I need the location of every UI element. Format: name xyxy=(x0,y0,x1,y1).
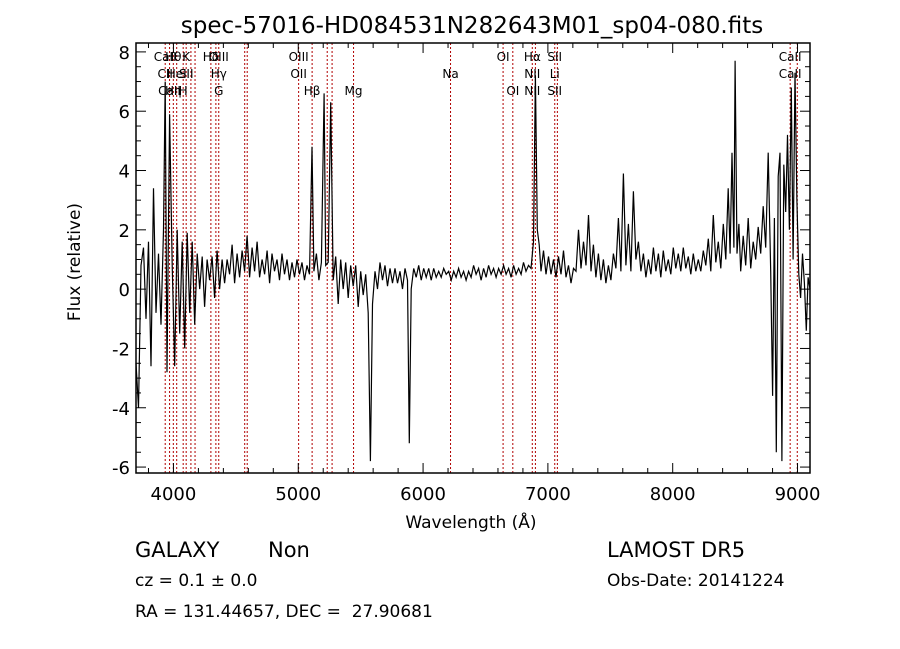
x-tick-label: 7000 xyxy=(525,484,571,505)
spectrum-line xyxy=(135,60,811,462)
redshift-cz: cz = 0.1 ± 0.0 xyxy=(135,571,258,591)
y-tick-label: 4 xyxy=(119,162,130,183)
x-tick-label: 8000 xyxy=(650,484,696,505)
line-label: SII xyxy=(547,84,562,98)
line-label: Hβ xyxy=(304,84,321,98)
x-tick-label: 6000 xyxy=(400,484,446,505)
y-tick-label: -2 xyxy=(112,339,130,360)
line-label: Hγ xyxy=(211,67,227,81)
line-label: Mg xyxy=(345,84,363,98)
line-label: CaII xyxy=(158,84,181,98)
line-label: OII xyxy=(290,67,307,81)
line-label: Hθ xyxy=(165,50,181,64)
line-label: Hη xyxy=(165,84,182,98)
line-label: SII xyxy=(179,67,194,81)
line-label: OI xyxy=(506,84,519,98)
object-subclass: Non xyxy=(268,538,310,562)
y-tick-label: -4 xyxy=(112,399,130,420)
line-label: HeI xyxy=(167,67,187,81)
line-label: NII xyxy=(524,84,540,98)
line-label: Hα xyxy=(524,50,541,64)
chart-title: spec-57016-HD084531N282643M01_sp04-080.f… xyxy=(181,13,763,39)
line-label: Na xyxy=(442,67,458,81)
line-label: CaII xyxy=(779,67,802,81)
x-tick-label: 4000 xyxy=(151,484,197,505)
y-tick-label: -6 xyxy=(112,458,130,479)
line-label: Li xyxy=(550,67,560,81)
line-label: OIII xyxy=(289,50,309,64)
line-label: SII xyxy=(547,50,562,64)
x-tick-label: 9000 xyxy=(775,484,821,505)
y-axis-label: Flux (relative) xyxy=(65,203,85,321)
spectrum-chart: spec-57016-HD084531N282643M01_sp04-080.f… xyxy=(65,13,820,533)
line-label: OIII xyxy=(209,50,229,64)
line-label: G xyxy=(214,84,223,98)
line-label: OI xyxy=(497,50,510,64)
line-label: NII xyxy=(524,67,540,81)
y-tick-label: 8 xyxy=(119,43,130,64)
line-label: K xyxy=(182,50,191,64)
ra-dec-coordinates: RA = 131.44657, DEC = 27.90681 xyxy=(135,602,433,622)
x-tick-label: 5000 xyxy=(275,484,321,505)
line-label: H xyxy=(179,84,188,98)
line-label: CaII xyxy=(779,50,802,64)
line-label: CaII xyxy=(154,50,177,64)
x-axis-label: Wavelength (Å) xyxy=(405,511,536,533)
line-label: Hδ xyxy=(203,50,219,64)
object-class: GALAXY xyxy=(135,538,220,562)
axis-ticks: 4000 5000 6000 7000 8000 9000 -6 -4 -2 0 2 4 6 8 xyxy=(112,43,820,505)
y-tick-label: 0 xyxy=(119,280,130,301)
line-label: CII xyxy=(157,67,172,81)
y-tick-label: 2 xyxy=(119,221,130,242)
y-tick-label: 6 xyxy=(119,102,130,123)
line-marker-labels: CaIICIICaIIHθHηHeIHKSIIHδOIIIHγGOIIIOIIH… xyxy=(154,50,802,98)
survey-name: LAMOST DR5 xyxy=(607,538,746,562)
observation-date: Obs-Date: 20141224 xyxy=(607,571,785,591)
